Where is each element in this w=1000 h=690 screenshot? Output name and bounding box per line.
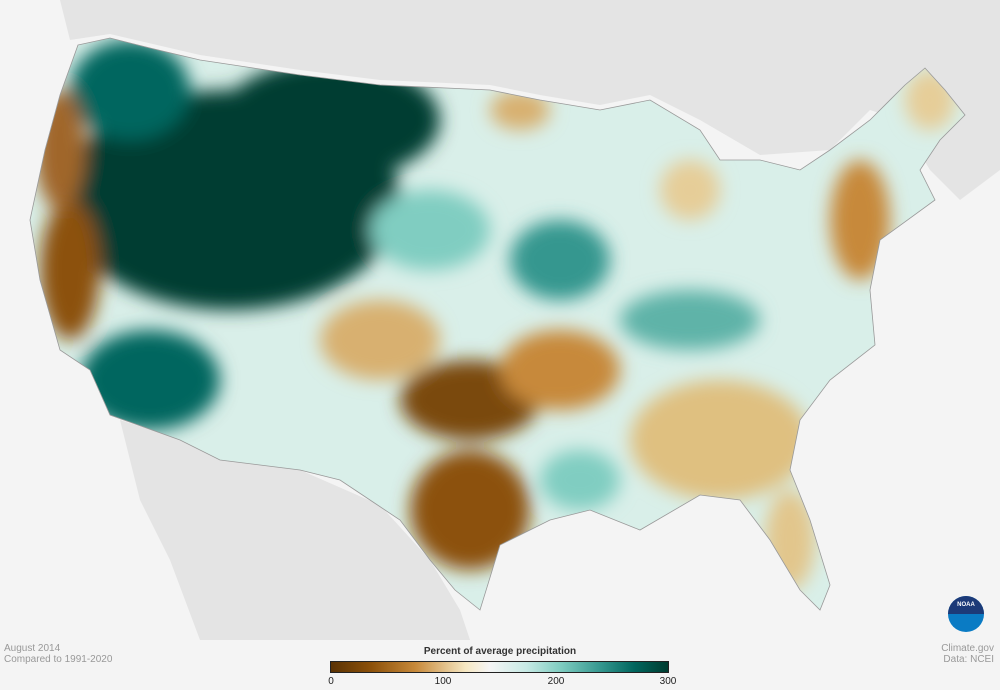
legend-tick: 300 [659, 676, 677, 687]
credits: Climate.gov Data: NCEI [941, 643, 994, 665]
data-credit: Data: NCEI [943, 654, 994, 665]
legend-tick: 0 [328, 676, 334, 687]
legend-tick: 100 [434, 676, 452, 687]
legend-tick: 200 [547, 676, 565, 687]
noaa-logo: NOAA [948, 596, 984, 632]
precipitation-map [29, 0, 1000, 640]
site-credit: Climate.gov [941, 643, 994, 654]
map-caption: August 2014 Compared to 1991-2020 [4, 643, 112, 665]
baseline-label: Compared to 1991-2020 [4, 654, 113, 665]
period-label: August 2014 [4, 643, 61, 654]
legend-colorbar [330, 661, 669, 673]
neighbor-land [60, 0, 1000, 640]
legend-title: Percent of average precipitation [423, 646, 577, 657]
